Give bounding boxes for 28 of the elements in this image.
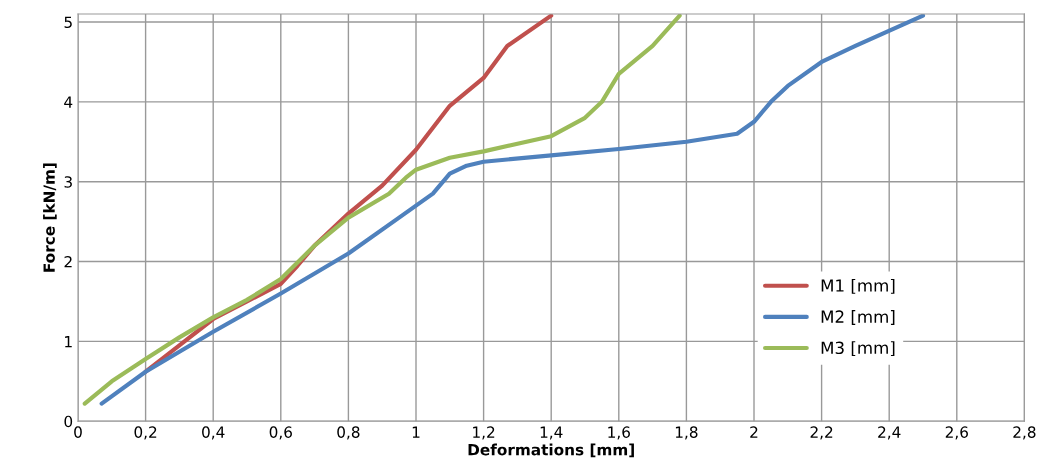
line-series bbox=[99, 14, 926, 406]
x-tick-label: 1,8 bbox=[675, 426, 698, 440]
y-tick-label: 0 bbox=[64, 415, 73, 428]
x-tick-label: 0 bbox=[74, 426, 82, 438]
x-tick-label: 2,6 bbox=[945, 426, 968, 440]
x-tick-label: 2 bbox=[750, 426, 758, 438]
y-tick-label: 4 bbox=[64, 96, 73, 108]
x-tick-label: 2,2 bbox=[810, 426, 833, 440]
x-tick-label: 0,6 bbox=[269, 426, 292, 440]
x-tick-label: 1,4 bbox=[540, 426, 563, 440]
y-tick-label: 3 bbox=[64, 176, 72, 188]
y-tick-label: 5 bbox=[64, 16, 72, 29]
x-tick-label: 0,8 bbox=[337, 426, 360, 440]
x-tick-label: 2,4 bbox=[878, 426, 901, 440]
x-tick-label: 1,6 bbox=[608, 426, 630, 440]
legend-label: M1 [mm] bbox=[821, 278, 895, 294]
x-tick-label: 2,8 bbox=[1013, 426, 1036, 440]
y-tick-label: 1 bbox=[65, 336, 72, 348]
x-tick-label: 0,2 bbox=[134, 426, 157, 440]
x-tick-label: 0,4 bbox=[202, 426, 225, 440]
y-tick-label: 2 bbox=[64, 255, 72, 268]
x-axis-title: Deformations [mm] bbox=[468, 443, 634, 458]
legend-label: M3 [mm] bbox=[821, 341, 895, 357]
x-tick-label: 1 bbox=[412, 426, 420, 438]
legend-label: M2 [mm] bbox=[821, 310, 895, 325]
line-series bbox=[82, 14, 682, 406]
y-axis-title: Force [kN/m] bbox=[43, 163, 57, 272]
x-tick-label: 1,2 bbox=[473, 426, 495, 440]
